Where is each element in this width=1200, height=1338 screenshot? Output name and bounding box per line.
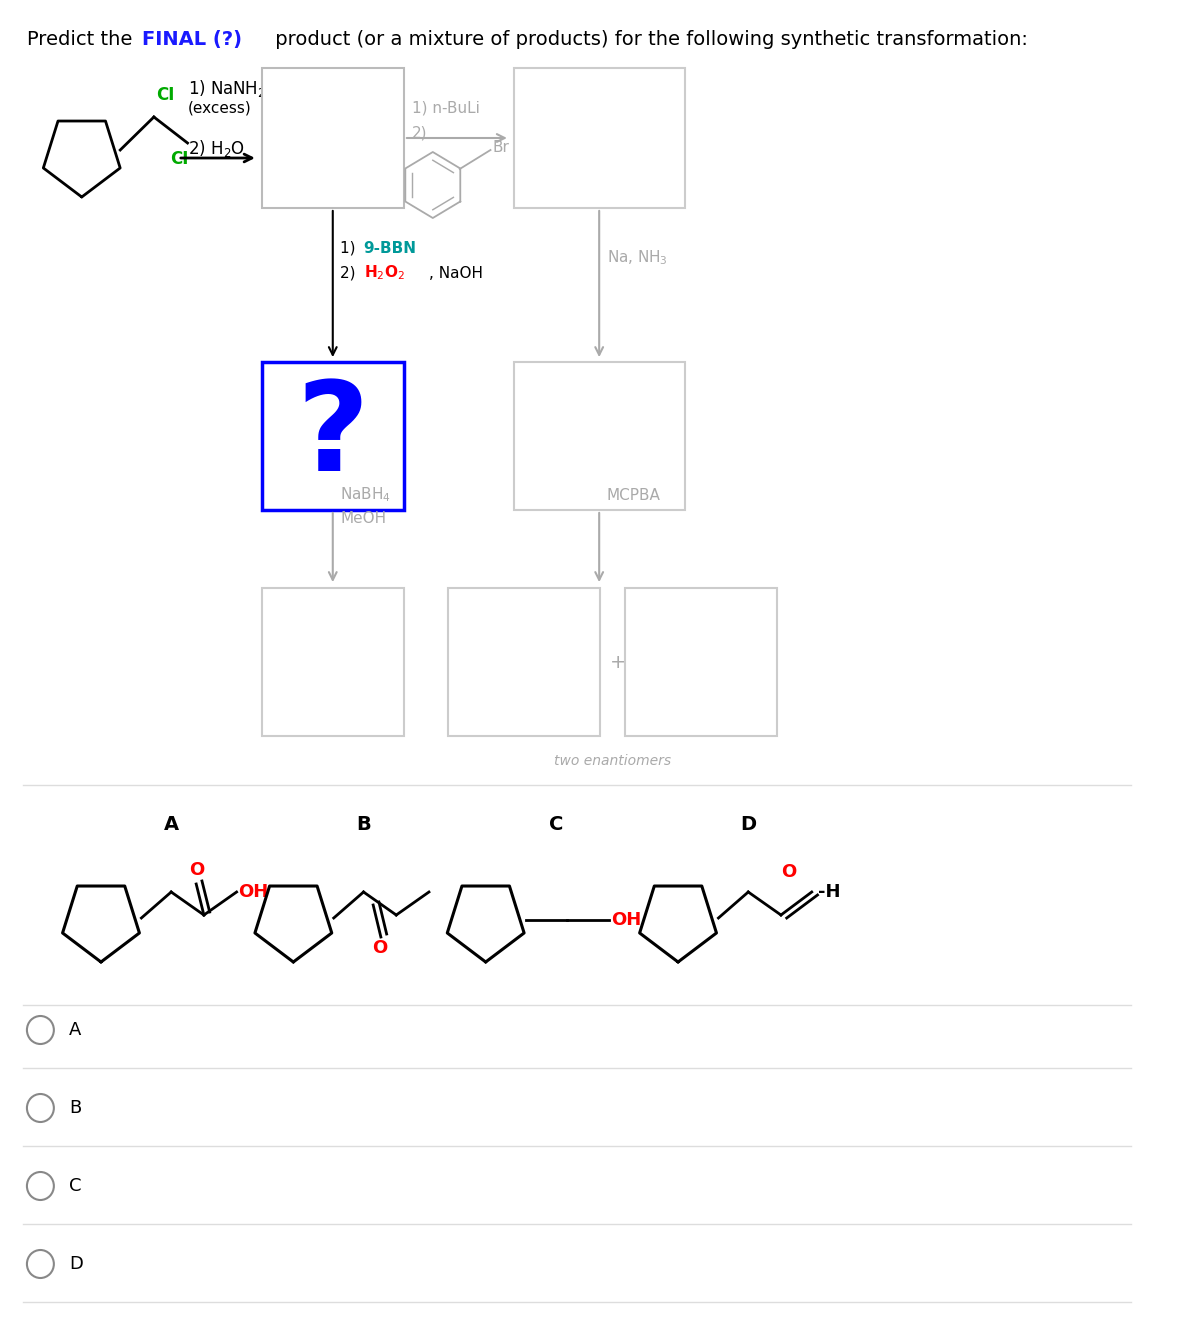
Circle shape <box>26 1016 54 1044</box>
Text: ?: ? <box>296 376 370 496</box>
Text: CI: CI <box>156 86 174 104</box>
Text: B: B <box>70 1098 82 1117</box>
Bar <box>514 363 685 510</box>
Text: 1) n-BuLi: 1) n-BuLi <box>412 100 480 115</box>
Text: two enantiomers: two enantiomers <box>554 755 671 768</box>
Text: +: + <box>610 653 626 672</box>
Text: , NaOH: , NaOH <box>428 265 482 281</box>
Text: 1) NaNH$_2$: 1) NaNH$_2$ <box>187 78 265 99</box>
Text: MCPBA: MCPBA <box>607 487 661 503</box>
Circle shape <box>26 1172 54 1200</box>
Bar <box>262 587 404 736</box>
Text: D: D <box>70 1255 83 1272</box>
Text: O: O <box>190 860 205 879</box>
Text: O: O <box>781 863 797 880</box>
Text: A: A <box>163 815 179 834</box>
Bar <box>448 587 600 736</box>
Text: NaBH$_4$: NaBH$_4$ <box>341 486 391 504</box>
Text: 9-BBN: 9-BBN <box>364 241 416 256</box>
Text: product (or a mixture of products) for the following synthetic transformation:: product (or a mixture of products) for t… <box>269 29 1028 50</box>
Text: 2) H$_2$O: 2) H$_2$O <box>187 138 245 159</box>
Text: Predict the: Predict the <box>26 29 138 50</box>
Text: H$_2$O$_2$: H$_2$O$_2$ <box>364 264 404 282</box>
Text: 1): 1) <box>341 241 361 256</box>
Bar <box>514 68 685 207</box>
Text: D: D <box>740 815 756 834</box>
Circle shape <box>26 1094 54 1123</box>
Text: MeOH: MeOH <box>341 511 386 526</box>
Bar <box>625 587 778 736</box>
Circle shape <box>26 1250 54 1278</box>
Bar <box>262 363 404 510</box>
Text: C: C <box>70 1177 82 1195</box>
Text: O: O <box>372 939 388 957</box>
Text: (excess): (excess) <box>187 100 251 115</box>
Text: 2): 2) <box>412 126 427 140</box>
Text: C: C <box>548 815 563 834</box>
Text: FINAL (?): FINAL (?) <box>143 29 242 50</box>
Text: OH: OH <box>611 911 641 929</box>
Bar <box>262 68 404 207</box>
Text: OH: OH <box>239 883 269 900</box>
Text: 2): 2) <box>341 265 361 281</box>
Text: B: B <box>356 815 371 834</box>
Text: A: A <box>70 1021 82 1040</box>
Text: -H: -H <box>817 883 840 900</box>
Text: Na, NH$_3$: Na, NH$_3$ <box>607 249 667 268</box>
Text: CI: CI <box>170 150 188 169</box>
Text: Br: Br <box>492 139 509 154</box>
